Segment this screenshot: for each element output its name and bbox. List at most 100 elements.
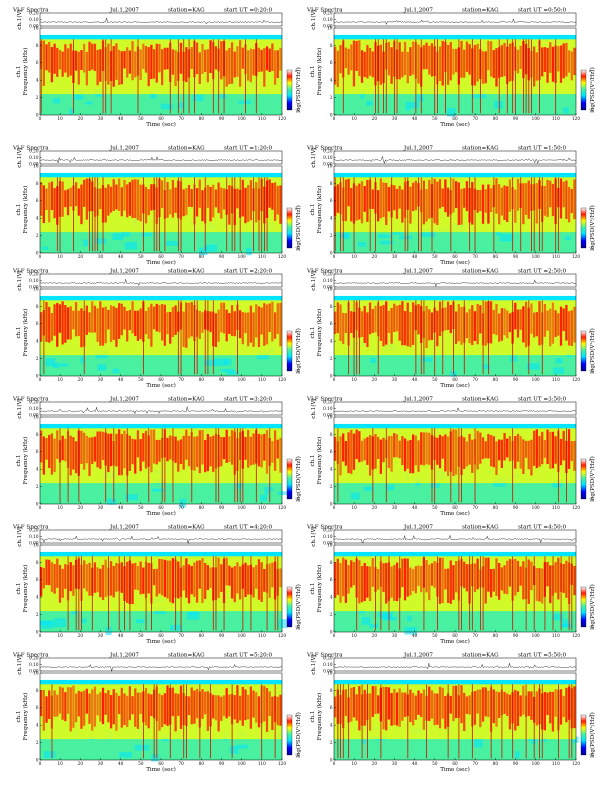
hiss-column	[279, 47, 282, 71]
hiss-column	[126, 310, 129, 342]
hiss-column	[573, 179, 576, 220]
x-tick-label: 80	[199, 254, 205, 259]
y-tick-label: 8	[36, 688, 39, 693]
hiss-column	[69, 435, 72, 476]
x-tick-label: 100	[532, 761, 540, 766]
sferic-line	[498, 39, 500, 114]
hiss-column	[374, 434, 377, 469]
hiss-column	[158, 558, 161, 594]
hiss-column	[570, 51, 573, 81]
x-tick-label: 120	[572, 761, 580, 766]
colorbar-tick-label: -5	[295, 496, 299, 501]
hiss-column	[567, 311, 571, 346]
hiss-column	[228, 694, 231, 717]
sferic-line	[242, 556, 244, 631]
low-freq-noise	[245, 247, 252, 256]
x-tick-label: 50	[432, 633, 438, 638]
hiss-column	[492, 309, 495, 334]
amp-tick-label: 0.00	[29, 284, 39, 289]
sferic-line	[274, 684, 276, 759]
low-freq-noise	[360, 89, 365, 99]
low-freq-noise	[421, 228, 436, 238]
hiss-column	[80, 308, 83, 348]
hiss-column	[433, 561, 436, 588]
low-freq-noise	[149, 90, 157, 99]
x-tick-label: 20	[78, 116, 84, 121]
x-tick-label: 40	[412, 116, 418, 121]
hiss-column	[489, 188, 493, 213]
hiss-column	[230, 305, 234, 337]
amp-tick-label: 0.00	[323, 412, 333, 417]
hiss-column	[530, 439, 533, 476]
hiss-column	[546, 47, 549, 83]
cutoff-band	[334, 423, 576, 429]
hiss-column	[570, 310, 573, 346]
hiss-column	[374, 686, 377, 715]
amp-tick-label: 0.10	[323, 278, 333, 283]
hiss-column	[398, 185, 401, 209]
low-freq-noise	[278, 619, 288, 629]
x-tick-label: 90	[219, 116, 225, 121]
hiss-column	[217, 695, 220, 732]
x-tick-label: 30	[392, 116, 398, 121]
hiss-column	[446, 436, 450, 476]
amplitude-frame	[333, 12, 577, 27]
hiss-column	[498, 562, 501, 600]
spectra-panel: VLF Spectra Jul.1,2007 station=KAG start UT…	[306, 146, 596, 267]
hiss-column	[422, 180, 426, 225]
colorbar-tick-label: -5	[295, 624, 299, 629]
hiss-column	[428, 179, 431, 219]
y-tick-label: 6	[330, 60, 333, 65]
hiss-column	[428, 564, 431, 601]
sferic-line	[161, 428, 163, 503]
hiss-column	[336, 184, 339, 213]
sferic-line	[348, 684, 350, 759]
spectra-panel: VLF Spectra Jul.1,2007 station=KAG start UT…	[12, 397, 302, 518]
hiss-column	[460, 685, 463, 724]
panel-date: Jul.1,2007	[403, 269, 433, 275]
hiss-column	[352, 687, 356, 718]
x-tick-label: 50	[138, 761, 144, 766]
hiss-column	[112, 689, 115, 725]
amp-axis-label: ch.1(V)	[310, 9, 317, 29]
sferic-line	[250, 556, 252, 631]
hiss-column	[527, 691, 530, 717]
x-tick-label: 70	[472, 116, 478, 121]
hiss-column	[334, 696, 337, 718]
low-freq-noise	[136, 619, 145, 624]
hiss-column	[516, 691, 520, 727]
amp-tick-label: 0.10	[323, 17, 333, 22]
x-tick-label: 40	[118, 377, 124, 382]
hiss-column	[379, 306, 382, 341]
hiss-column	[80, 50, 83, 70]
hiss-column	[530, 303, 533, 334]
hiss-column	[438, 557, 442, 604]
hiss-column	[42, 436, 45, 475]
amplitude-trace	[39, 18, 283, 25]
sferic-line	[255, 428, 257, 503]
y-tick-label: 10	[33, 670, 39, 675]
y-axis-label: Frequency (kHz)	[316, 309, 323, 357]
hiss-column	[230, 430, 234, 465]
colorbar-label: log(PSD(V²/Hz))	[589, 456, 596, 502]
hiss-column	[535, 691, 538, 726]
hiss-column	[414, 695, 417, 720]
hiss-column	[514, 436, 517, 469]
hiss-column	[473, 563, 477, 592]
hiss-column	[524, 440, 528, 458]
hiss-column	[263, 568, 266, 592]
hiss-column	[452, 429, 455, 477]
hiss-column	[358, 686, 361, 731]
hiss-column	[166, 685, 169, 726]
sferic-line	[191, 428, 193, 503]
x-tick-label: 120	[278, 633, 286, 638]
colorbar-tick-label: -5	[589, 752, 593, 757]
hiss-column	[562, 564, 565, 594]
hiss-column	[265, 430, 269, 474]
low-freq-noise	[514, 751, 520, 759]
hiss-column	[489, 569, 493, 598]
y-tick-label: 10	[327, 542, 333, 547]
hiss-column	[128, 435, 132, 471]
hiss-column	[120, 687, 123, 728]
hiss-column	[179, 685, 183, 730]
